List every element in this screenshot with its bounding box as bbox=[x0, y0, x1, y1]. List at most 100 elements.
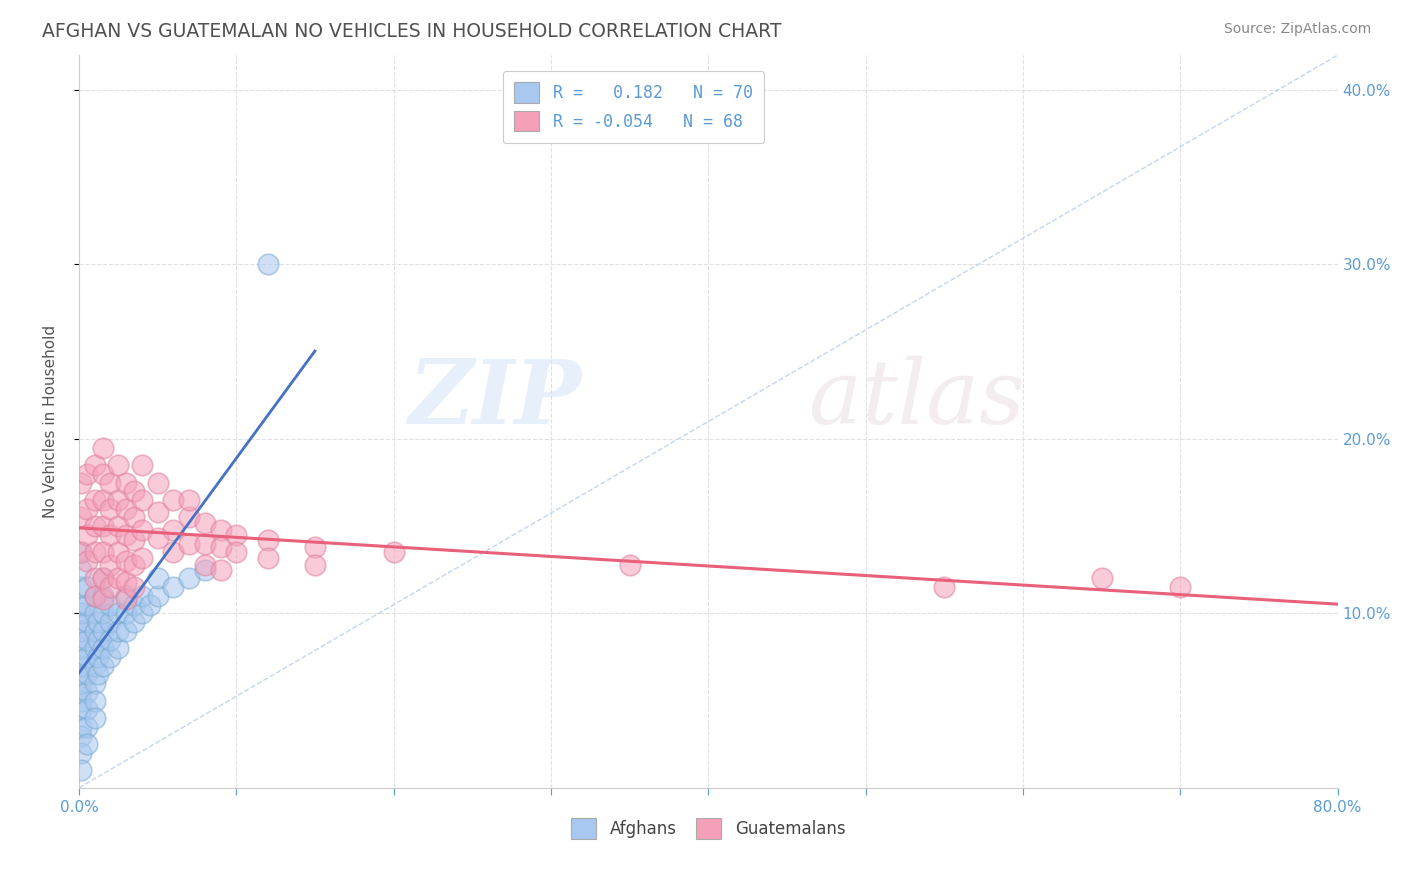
Text: atlas: atlas bbox=[808, 356, 1025, 443]
Point bbox=[69, 598, 91, 612]
Point bbox=[69, 658, 91, 673]
Point bbox=[256, 533, 278, 548]
Point bbox=[177, 493, 200, 508]
Point bbox=[76, 667, 98, 681]
Point bbox=[83, 693, 105, 707]
Legend: Afghans, Guatemalans: Afghans, Guatemalans bbox=[564, 812, 852, 846]
Point bbox=[107, 545, 129, 559]
Point bbox=[83, 676, 105, 690]
Point bbox=[146, 572, 169, 586]
Point bbox=[83, 589, 105, 603]
Point bbox=[122, 533, 145, 548]
Point bbox=[115, 501, 138, 516]
Point bbox=[91, 572, 114, 586]
Point bbox=[115, 592, 138, 607]
Point bbox=[146, 532, 169, 546]
Point bbox=[69, 615, 91, 629]
Point bbox=[122, 510, 145, 524]
Point bbox=[100, 598, 122, 612]
Point bbox=[76, 632, 98, 647]
Point bbox=[122, 558, 145, 572]
Text: Source: ZipAtlas.com: Source: ZipAtlas.com bbox=[1223, 22, 1371, 37]
Point bbox=[69, 641, 91, 656]
Point bbox=[209, 563, 232, 577]
Y-axis label: No Vehicles in Household: No Vehicles in Household bbox=[44, 325, 58, 518]
Point bbox=[100, 615, 122, 629]
Point bbox=[76, 702, 98, 716]
Point bbox=[83, 519, 105, 533]
Point bbox=[76, 737, 98, 751]
Point bbox=[304, 540, 326, 554]
Point bbox=[91, 493, 114, 508]
Point bbox=[107, 572, 129, 586]
Point bbox=[107, 624, 129, 638]
Point bbox=[100, 580, 122, 594]
Point bbox=[107, 493, 129, 508]
Point bbox=[76, 467, 98, 481]
Point bbox=[69, 545, 91, 559]
Point bbox=[69, 607, 91, 621]
Point bbox=[1168, 580, 1191, 594]
Point bbox=[619, 558, 641, 572]
Point bbox=[162, 580, 184, 594]
Point bbox=[115, 589, 138, 603]
Point bbox=[87, 632, 110, 647]
Point bbox=[100, 475, 122, 490]
Point bbox=[131, 458, 153, 472]
Point bbox=[91, 441, 114, 455]
Point bbox=[122, 484, 145, 499]
Point bbox=[100, 528, 122, 542]
Point bbox=[91, 467, 114, 481]
Point bbox=[107, 607, 129, 621]
Point bbox=[69, 545, 91, 559]
Point bbox=[122, 598, 145, 612]
Point bbox=[91, 607, 114, 621]
Point bbox=[83, 458, 105, 472]
Text: AFGHAN VS GUATEMALAN NO VEHICLES IN HOUSEHOLD CORRELATION CHART: AFGHAN VS GUATEMALAN NO VEHICLES IN HOUS… bbox=[42, 22, 782, 41]
Point bbox=[107, 519, 129, 533]
Point bbox=[83, 589, 105, 603]
Point bbox=[76, 650, 98, 665]
Point bbox=[91, 545, 114, 559]
Point bbox=[69, 702, 91, 716]
Point bbox=[115, 528, 138, 542]
Point bbox=[146, 589, 169, 603]
Point bbox=[69, 510, 91, 524]
Point bbox=[115, 624, 138, 638]
Point bbox=[76, 615, 98, 629]
Point bbox=[122, 580, 145, 594]
Point bbox=[177, 536, 200, 550]
Point bbox=[131, 523, 153, 537]
Point bbox=[115, 607, 138, 621]
Point bbox=[76, 554, 98, 568]
Point bbox=[122, 615, 145, 629]
Point bbox=[76, 598, 98, 612]
Point bbox=[131, 589, 153, 603]
Point bbox=[225, 545, 247, 559]
Point bbox=[100, 501, 122, 516]
Point bbox=[87, 667, 110, 681]
Point bbox=[69, 667, 91, 681]
Point bbox=[69, 685, 91, 699]
Point bbox=[209, 523, 232, 537]
Point bbox=[76, 528, 98, 542]
Point bbox=[146, 475, 169, 490]
Point bbox=[107, 641, 129, 656]
Point bbox=[69, 632, 91, 647]
Point bbox=[69, 676, 91, 690]
Point bbox=[115, 475, 138, 490]
Point bbox=[83, 624, 105, 638]
Point bbox=[69, 764, 91, 778]
Point bbox=[177, 510, 200, 524]
Point bbox=[76, 720, 98, 734]
Point bbox=[69, 475, 91, 490]
Point bbox=[83, 572, 105, 586]
Point bbox=[225, 528, 247, 542]
Point bbox=[83, 641, 105, 656]
Point bbox=[83, 493, 105, 508]
Point bbox=[91, 572, 114, 586]
Point bbox=[83, 658, 105, 673]
Point bbox=[194, 563, 217, 577]
Point bbox=[194, 558, 217, 572]
Point bbox=[91, 658, 114, 673]
